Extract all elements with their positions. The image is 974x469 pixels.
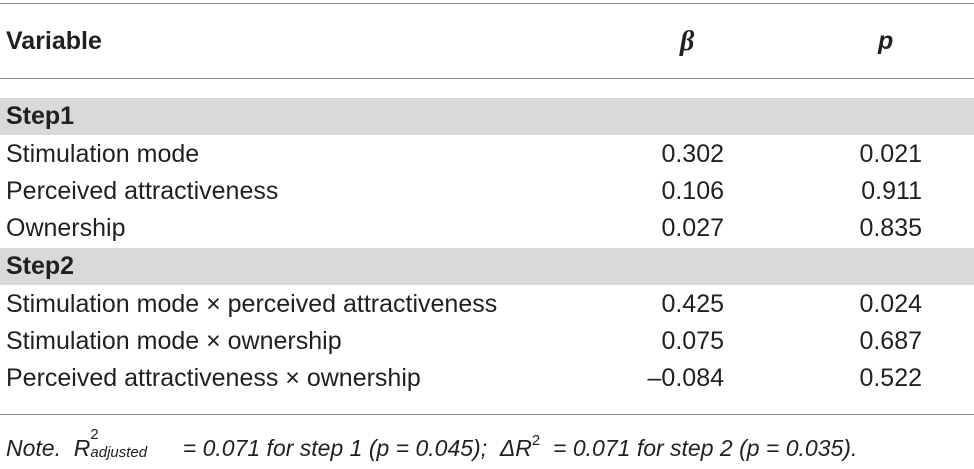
- table-row: Perceived attractiveness × ownership –0.…: [0, 360, 974, 397]
- top-rule: [0, 3, 974, 4]
- row-beta: 0.302: [661, 140, 724, 168]
- row-beta: 0.027: [661, 214, 724, 242]
- row-variable: Stimulation mode × perceived attractiven…: [6, 290, 498, 318]
- note-r-symbol: R: [73, 435, 91, 461]
- note-delta-symbol: ΔR: [499, 435, 532, 461]
- row-variable: Ownership: [6, 214, 126, 242]
- header-rule: [0, 78, 974, 79]
- note-r-scripts: 2 adjusted: [90, 425, 176, 461]
- row-p: 0.522: [859, 364, 922, 392]
- row-p: 0.024: [859, 290, 922, 318]
- row-beta: 0.425: [661, 290, 724, 318]
- section-title: Step2: [6, 252, 75, 280]
- table-header: Variable β p: [0, 23, 974, 60]
- section-step1: Step1: [0, 98, 974, 135]
- header-variable: Variable: [6, 27, 102, 55]
- row-beta: 0.106: [661, 177, 724, 205]
- note-delta-sup: 2: [531, 432, 541, 449]
- row-variable: Perceived attractiveness: [6, 177, 279, 205]
- bottom-rule: [0, 414, 974, 415]
- row-p: 0.911: [861, 177, 922, 205]
- row-variable: Perceived attractiveness × ownership: [6, 364, 421, 392]
- table-row: Stimulation mode × perceived attractiven…: [0, 286, 974, 323]
- row-p: 0.687: [859, 327, 922, 355]
- table-note: Note. R 2 adjusted = 0.071 for step 1 (p =…: [6, 425, 857, 464]
- row-beta: –0.084: [647, 364, 724, 392]
- row-variable: Stimulation mode: [6, 140, 200, 168]
- note-r-sub: adjusted: [90, 444, 148, 461]
- note-part1: = 0.071 for step 1 (p = 0.045);: [182, 435, 488, 461]
- note-part2: = 0.071 for step 2 (p = 0.035).: [553, 435, 858, 461]
- table-row: Perceived attractiveness 0.106 0.911: [0, 173, 974, 210]
- note-r-sup: 2: [90, 426, 99, 443]
- row-beta: 0.075: [661, 327, 724, 355]
- section-step2: Step2: [0, 248, 974, 285]
- note-prefix: Note.: [6, 435, 61, 461]
- header-beta: β: [680, 26, 695, 57]
- row-p: 0.835: [859, 214, 922, 242]
- row-variable: Stimulation mode × ownership: [6, 327, 342, 355]
- table-row: Stimulation mode 0.302 0.021: [0, 136, 974, 173]
- row-p: 0.021: [859, 140, 922, 168]
- header-p: p: [878, 27, 894, 55]
- table-row: Ownership 0.027 0.835: [0, 210, 974, 247]
- table-row: Stimulation mode × ownership 0.075 0.687: [0, 323, 974, 360]
- section-title: Step1: [6, 102, 75, 130]
